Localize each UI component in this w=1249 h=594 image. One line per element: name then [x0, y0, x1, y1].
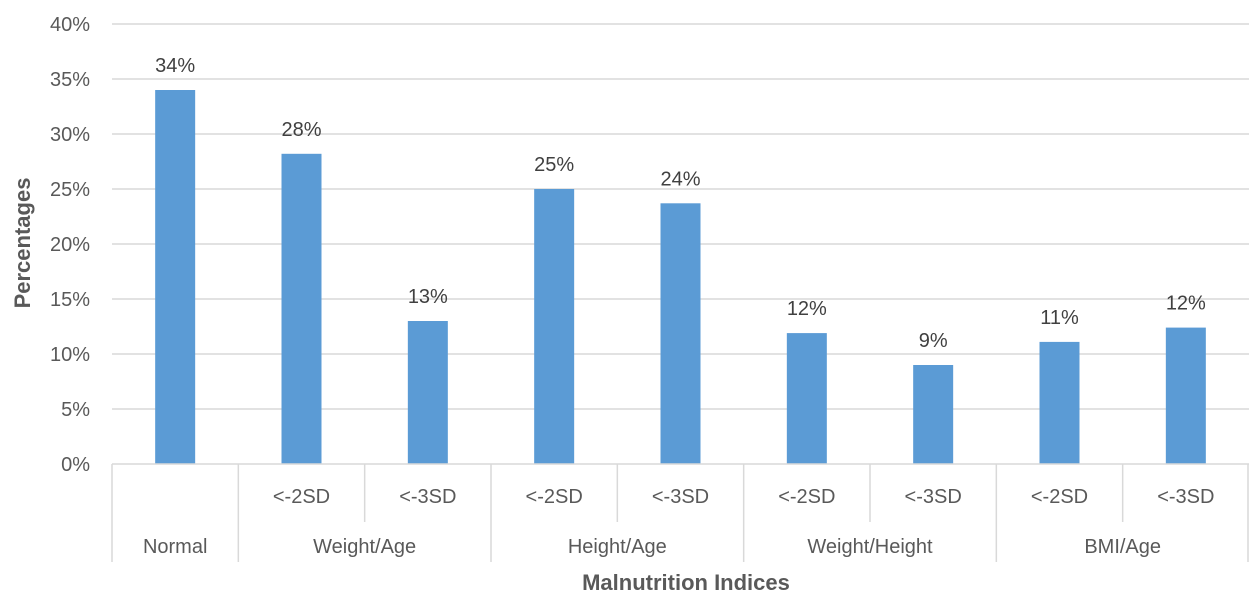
x-tick-label: <-2SD	[526, 486, 583, 508]
bar	[913, 365, 954, 464]
x-tick-label: <-3SD	[652, 486, 709, 508]
x-tick-label: <-2SD	[273, 486, 330, 508]
bar	[534, 189, 575, 464]
x-tick-label: <-3SD	[399, 486, 456, 508]
bar	[407, 321, 448, 464]
data-label: 13%	[408, 286, 448, 308]
x-group-label: Height/Age	[568, 536, 667, 558]
bar	[786, 333, 827, 464]
x-group-label: BMI/Age	[1084, 536, 1161, 558]
y-tick-label: 35%	[50, 69, 90, 91]
x-tick-label: <-3SD	[1157, 486, 1214, 508]
data-label: 34%	[155, 55, 195, 77]
y-tick-label: 15%	[50, 289, 90, 311]
data-label: 12%	[787, 298, 827, 320]
x-tick-label: <-3SD	[905, 486, 962, 508]
bar	[281, 153, 322, 465]
data-label: 12%	[1166, 293, 1206, 315]
bar	[1039, 341, 1080, 464]
data-label: 25%	[534, 154, 574, 176]
y-tick-label: 40%	[50, 14, 90, 36]
data-label: 28%	[281, 119, 321, 141]
data-label: 24%	[660, 168, 700, 190]
y-tick-label: 30%	[50, 124, 90, 146]
y-tick-label: 25%	[50, 179, 90, 201]
bar	[1165, 327, 1206, 464]
x-tick-label: <-2SD	[1031, 486, 1088, 508]
y-tick-label: 10%	[50, 344, 90, 366]
x-tick-label: <-2SD	[778, 486, 835, 508]
y-axis-ticks: 0% 5% 10% 15% 20% 25% 30% 35% 40%	[50, 14, 90, 476]
bar	[155, 90, 196, 464]
y-tick-label: 0%	[61, 454, 90, 476]
x-axis: Normal <-2SD <-3SD Weight/Age <-2SD <-3SD Heig…	[111, 463, 1249, 562]
x-group-label: Weight/Height	[807, 536, 933, 558]
y-axis-title: Percentages	[10, 178, 35, 309]
x-group-label: Normal	[143, 536, 207, 558]
y-tick-label: 5%	[61, 399, 90, 421]
data-label: 11%	[1040, 307, 1079, 329]
data-label: 9%	[919, 330, 948, 352]
data-labels: 34% 28% 13% 25% 24% 12% 9% 11% 12%	[155, 55, 1206, 352]
x-axis-title: Malnutrition Indices	[582, 570, 790, 594]
x-group-label: Weight/Age	[313, 536, 416, 558]
bar	[660, 203, 701, 465]
bars	[155, 90, 1206, 465]
y-tick-label: 20%	[50, 234, 90, 256]
